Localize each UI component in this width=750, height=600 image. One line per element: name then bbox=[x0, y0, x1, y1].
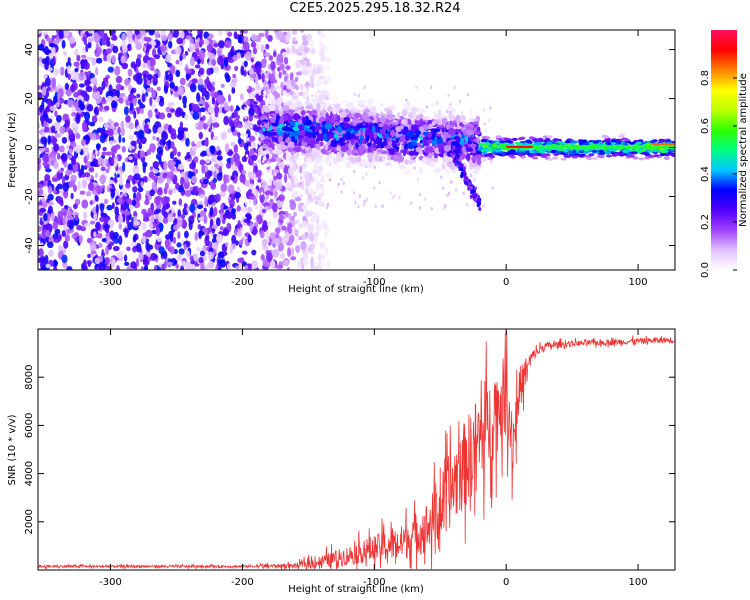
snr-xlabel: Height of straight line (km) bbox=[288, 584, 424, 595]
colorbar-tick-label: 0.2 bbox=[700, 214, 711, 230]
colorbar-tick-label: 0.4 bbox=[700, 166, 711, 182]
spectrogram-xtick-label: -300 bbox=[99, 277, 122, 288]
colorbar-tick-label: 0.0 bbox=[700, 262, 711, 278]
spectrogram-xtick-label: 0 bbox=[503, 277, 509, 288]
spectrogram-ytick-label: 0 bbox=[24, 144, 35, 150]
spectrogram-xtick-label: 100 bbox=[629, 277, 648, 288]
snr-xtick-label: 100 bbox=[629, 577, 648, 588]
snr-ticks: -300 -200 -100 0 100 2000 4000 6000 8000 bbox=[24, 329, 675, 588]
snr-ytick-label: 4000 bbox=[24, 461, 35, 486]
spectrogram-image bbox=[38, 30, 675, 270]
snr-xtick-label: -300 bbox=[99, 577, 122, 588]
snr-ytick-label: 8000 bbox=[24, 364, 35, 389]
chart-title: C2E5.2025.295.18.32.R24 bbox=[289, 1, 461, 16]
snr-plot-area bbox=[38, 331, 675, 570]
spectrogram-ytick-label: 20 bbox=[24, 92, 35, 105]
colorbar-tick-label: 0.8 bbox=[700, 70, 711, 86]
colorbar-tick-label: 0.6 bbox=[700, 118, 711, 134]
snr-series-line bbox=[38, 331, 675, 570]
snr-ytick-label: 6000 bbox=[24, 413, 35, 438]
spectrogram-ylabel: Frequency (Hz) bbox=[7, 112, 18, 188]
snr-xtick-label: 0 bbox=[503, 577, 509, 588]
snr-ytick-label: 2000 bbox=[24, 509, 35, 534]
spectrogram-ytick-label: 40 bbox=[24, 43, 35, 56]
spectrogram-ytick-label: -20 bbox=[24, 188, 35, 204]
colorbar-ticks: 0.0 0.2 0.4 0.6 0.8 bbox=[700, 70, 737, 278]
spectrogram-xtick-label: -200 bbox=[231, 277, 254, 288]
snr-xtick-label: -200 bbox=[231, 577, 254, 588]
snr-xtick-label: -100 bbox=[363, 577, 386, 588]
spectrogram-ytick-label: -40 bbox=[24, 237, 35, 253]
spectrogram-frame bbox=[37, 29, 676, 271]
snr-ylabel: SNR (10 * v/v) bbox=[7, 414, 18, 485]
snr-frame bbox=[37, 328, 676, 571]
spectrogram-xtick-label: -100 bbox=[363, 277, 386, 288]
colorbar-label: Normalized spectral amplitude bbox=[738, 73, 749, 227]
spectrogram-xlabel: Height of straight line (km) bbox=[288, 284, 424, 295]
colorbar bbox=[711, 30, 737, 270]
